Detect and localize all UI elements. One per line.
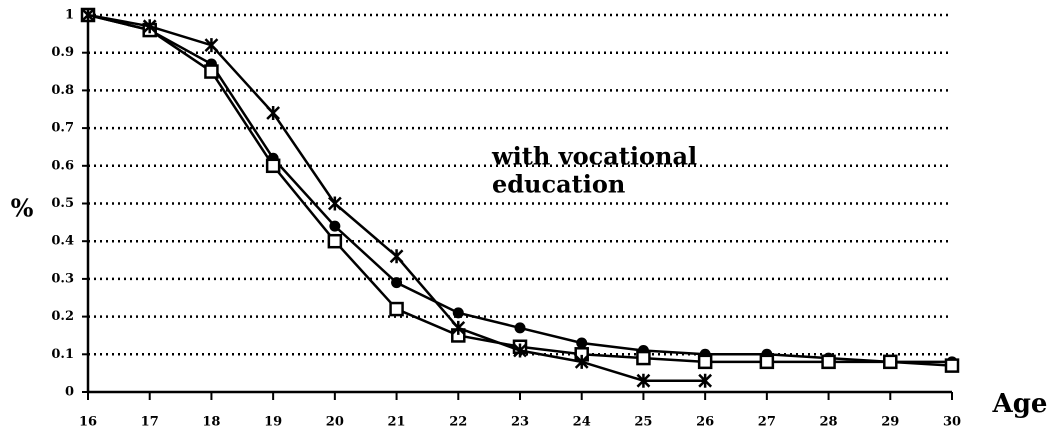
point (513, 343, 527, 358)
point (883, 354, 898, 370)
point (391, 277, 403, 289)
x-tick-label: 27 (758, 415, 776, 430)
x-tick-label: 20 (326, 415, 344, 430)
annotation: education (492, 170, 625, 199)
y-tick-label: 0.8 (51, 83, 74, 98)
x-tick-label: 17 (141, 415, 159, 430)
point (759, 354, 775, 370)
y-tick-label: 0.9 (51, 45, 74, 60)
point (327, 233, 343, 249)
x-tick-label: 26 (696, 415, 714, 430)
point (636, 350, 651, 366)
point (204, 64, 219, 79)
x-axis-label: Age (992, 389, 1048, 419)
point (821, 354, 836, 370)
x-tick-label: 29 (881, 415, 899, 430)
x-tick-label: 21 (388, 415, 406, 430)
y-tick-label: 0.1 (51, 347, 74, 362)
point (697, 354, 713, 370)
y-tick-label: 0.5 (51, 196, 74, 211)
point (81, 8, 95, 22)
point (204, 38, 219, 53)
point (514, 322, 526, 334)
y-tick-label: 0 (65, 385, 74, 400)
y-tick-label: 0.7 (51, 121, 74, 136)
point (389, 301, 404, 317)
point (698, 373, 713, 388)
x-tick-label: 22 (449, 415, 467, 430)
point (574, 354, 589, 369)
annotation: with vocational (491, 142, 697, 171)
point (636, 373, 651, 388)
point (329, 220, 341, 232)
point (944, 358, 960, 373)
point (576, 337, 588, 349)
x-tick-label: 28 (820, 415, 838, 430)
y-tick-label: 0.2 (51, 309, 74, 324)
x-tick-label: 24 (573, 415, 591, 430)
point (389, 249, 404, 264)
point (266, 106, 281, 121)
point (451, 320, 466, 335)
y-tick-label: 0.3 (51, 271, 74, 286)
x-tick-label: 16 (79, 415, 97, 430)
point (265, 158, 281, 174)
y-tick-label: 0.6 (51, 158, 74, 173)
y-axis-label: % (11, 194, 34, 223)
x-tick-label: 18 (202, 415, 220, 430)
x-tick-label: 19 (264, 415, 282, 430)
point (327, 196, 342, 211)
y-tick-label: 0.4 (51, 234, 74, 249)
point (452, 307, 464, 319)
x-tick-label: 23 (511, 415, 529, 430)
y-tick-label: 1 (65, 8, 74, 23)
point (142, 19, 157, 34)
x-tick-label: 30 (943, 415, 961, 430)
x-tick-label: 25 (634, 415, 652, 430)
